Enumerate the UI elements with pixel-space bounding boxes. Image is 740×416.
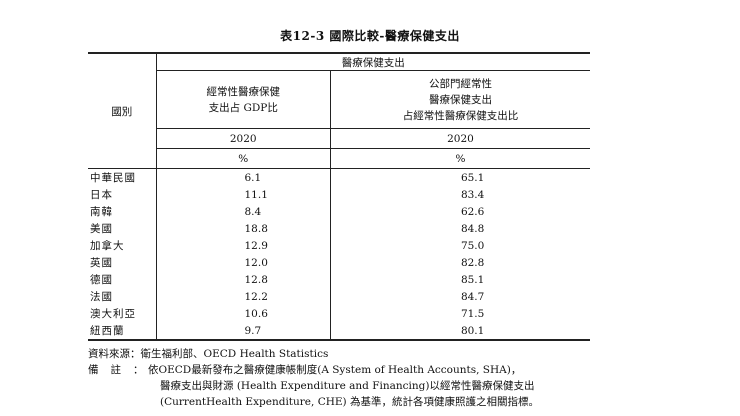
public-share-cell: 83.4: [329, 186, 590, 203]
public-share-cell: 75.0: [329, 237, 590, 254]
gdp-share-cell: 12.2: [155, 288, 331, 305]
remark-note: 備註：依OECD最新發布之醫療健康帳制度(A System of Health …: [88, 362, 648, 378]
country-cell: 美國: [90, 223, 113, 235]
table-row: 法國 12.2 84.7: [88, 288, 590, 305]
gdp-share-cell: 12.9: [155, 237, 331, 254]
gdp-share-cell: 12.0: [155, 254, 331, 271]
public-share-cell: 84.8: [329, 220, 590, 237]
public-share-cell: 85.1: [329, 271, 590, 288]
header-col2-line: 公部門經常性: [428, 77, 492, 90]
remark-line: 依OECD最新發布之醫療健康帳制度(A System of Health Acc…: [148, 364, 522, 376]
country-cell: 日本: [90, 189, 113, 201]
gdp-share-cell: 11.1: [155, 186, 331, 203]
table-row: 中華民國 6.1 65.1: [88, 168, 590, 186]
public-share-cell: 82.8: [329, 254, 590, 271]
header-row-unit: % %: [88, 148, 590, 169]
header-row-year: 2020 2020: [88, 128, 590, 149]
public-share-cell: 84.7: [329, 288, 590, 305]
header-col2-year: 2020: [329, 128, 590, 149]
header-col1-year: 2020: [155, 128, 331, 149]
public-share-cell: 62.6: [329, 203, 590, 220]
header-col1-desc: 經常性醫療保健 支出占 GDP比: [155, 70, 331, 129]
gdp-share-cell: 18.8: [155, 220, 331, 237]
table-row: 美國 18.8 84.8: [88, 220, 590, 237]
remark-label: 備註：: [88, 364, 156, 376]
header-col2-line: 醫療保健支出: [428, 93, 492, 106]
table-row: 澳大利亞 10.6 71.5: [88, 305, 590, 322]
public-share-cell: 71.5: [329, 305, 590, 322]
remark-line-2: 醫療支出與財源 (Health Expenditure and Financin…: [160, 380, 535, 392]
table-row: 德國 12.8 85.1: [88, 271, 590, 288]
country-cell: 法國: [90, 291, 113, 303]
source-note: 資料來源：衛生福利部、OECD Health Statistics: [88, 346, 648, 362]
gdp-share-cell: 10.6: [155, 305, 331, 322]
source-text: 衛生福利部、OECD Health Statistics: [140, 348, 329, 360]
country-cell: 紐西蘭: [88, 322, 156, 341]
header-group: 醫療保健支出: [155, 52, 590, 71]
table-row: 加拿大 12.9 75.0: [88, 237, 590, 254]
table-row: 紐西蘭 9.7 80.1: [88, 322, 590, 341]
country-cell: 加拿大: [90, 240, 125, 252]
gdp-share-cell: 8.4: [155, 203, 331, 220]
country-cell: 南韓: [90, 206, 113, 218]
header-col1-line: 經常性醫療保健: [206, 85, 280, 98]
gdp-share-cell: 9.7: [155, 322, 331, 341]
table-row: 南韓 8.4 62.6: [88, 203, 590, 220]
health-expenditure-table: 國別 醫療保健支出 經常性醫療保健 支出占 GDP比 公部門經常性 醫療保健支出…: [88, 52, 590, 341]
table-title: 表12-3 國際比較-醫療保健支出: [280, 29, 460, 43]
header-col2-unit: %: [329, 148, 590, 169]
public-share-cell: 65.1: [329, 168, 590, 186]
country-cell: 澳大利亞: [90, 308, 136, 320]
header-col1-unit: %: [155, 148, 331, 169]
country-cell: 英國: [90, 257, 113, 269]
country-cell: 德國: [90, 274, 113, 286]
gdp-share-cell: 12.8: [155, 271, 331, 288]
country-cell: 中華民國: [90, 172, 136, 184]
table-row: 日本 11.1 83.4: [88, 186, 590, 203]
header-col1-line: 支出占 GDP比: [208, 101, 278, 114]
table-notes: 資料來源：衛生福利部、OECD Health Statistics 備註：依OE…: [88, 346, 648, 410]
public-share-cell: 80.1: [329, 322, 590, 341]
header-country: 國別: [88, 52, 156, 169]
header-col2-desc: 公部門經常性 醫療保健支出 占經常性醫療保健支出比: [329, 70, 590, 129]
header-row-group: 國別 醫療保健支出: [88, 52, 590, 169]
remark-line-3: (CurrentHealth Expenditure, CHE) 為基準，統計各…: [160, 396, 539, 408]
source-label: 資料來源：: [88, 348, 141, 360]
header-row-desc: 經常性醫療保健 支出占 GDP比 公部門經常性 醫療保健支出 占經常性醫療保健支…: [88, 70, 590, 129]
gdp-share-cell: 6.1: [155, 168, 331, 186]
header-col2-line: 占經常性醫療保健支出比: [402, 109, 519, 122]
table-row: 英國 12.0 82.8: [88, 254, 590, 271]
